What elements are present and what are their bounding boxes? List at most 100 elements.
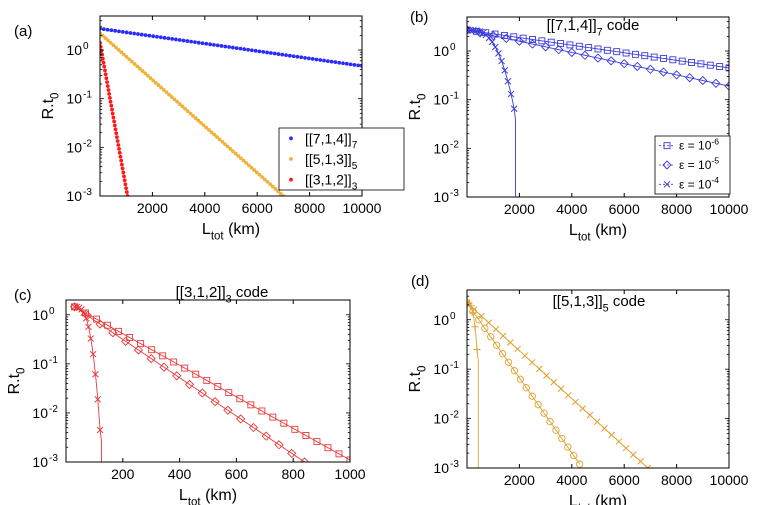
data-point xyxy=(637,458,644,465)
legend-entry-sup: -4 xyxy=(711,175,719,185)
series-line xyxy=(74,306,102,462)
y-tick-base: 10 xyxy=(66,188,82,204)
y-tick-exponent: 0 xyxy=(450,311,456,322)
data-point xyxy=(284,53,288,58)
data-point xyxy=(608,431,615,439)
data-point xyxy=(467,25,472,35)
data-point xyxy=(575,42,583,50)
x-axis-label: Ltot (km) xyxy=(179,487,237,505)
y-tick-label: 10 xyxy=(433,460,449,476)
data-point xyxy=(261,431,271,441)
data-point xyxy=(120,29,125,34)
series-line xyxy=(74,306,305,462)
data-point xyxy=(233,151,238,156)
data-point xyxy=(238,156,243,161)
y-tick-label: 10 xyxy=(433,140,449,156)
data-point xyxy=(306,56,311,61)
data-point xyxy=(103,72,108,77)
data-point xyxy=(110,111,115,116)
data-point xyxy=(622,49,630,57)
y-tick-exponent: -1 xyxy=(83,90,92,101)
data-point xyxy=(89,350,97,358)
legend-marker xyxy=(663,142,671,150)
panel-label: (a) xyxy=(14,23,32,40)
series-line xyxy=(467,29,729,87)
data-point xyxy=(104,76,109,81)
data-point xyxy=(697,60,705,68)
data-point xyxy=(223,44,228,49)
data-point xyxy=(313,438,321,446)
data-point xyxy=(119,158,124,163)
data-point xyxy=(299,457,310,462)
y-tick-base: 10 xyxy=(66,42,82,58)
data-point xyxy=(261,50,266,54)
data-point xyxy=(156,83,161,88)
data-point xyxy=(108,40,113,45)
y-tick-base: 10 xyxy=(433,92,449,108)
data-point xyxy=(181,364,189,372)
data-point xyxy=(112,123,117,128)
y-tick-base: 10 xyxy=(66,91,82,107)
data-point xyxy=(507,90,515,98)
y-tick-label: 10 xyxy=(66,139,82,155)
data-point xyxy=(225,144,230,149)
x-tick-label: 10000 xyxy=(710,201,749,217)
series-line xyxy=(467,29,516,197)
y-axis-label: R.t0 xyxy=(40,93,62,120)
data-point xyxy=(236,414,246,424)
data-point xyxy=(96,426,104,434)
data-point xyxy=(128,31,133,35)
x-axis-label-sub: tot xyxy=(211,231,225,243)
data-point xyxy=(585,44,593,52)
legend-box xyxy=(278,127,405,191)
data-point xyxy=(95,319,105,329)
data-point xyxy=(685,73,695,83)
legend-entry: ε = 10-4 xyxy=(679,175,719,191)
data-point xyxy=(641,52,649,60)
data-point xyxy=(579,405,587,412)
y-tick-exponent: -3 xyxy=(450,459,459,470)
data-point xyxy=(175,99,179,104)
data-point xyxy=(180,104,185,109)
y-tick-label: 10 xyxy=(32,356,48,372)
y-tick-exponent: -2 xyxy=(49,404,58,415)
plot-area xyxy=(467,299,652,468)
data-point xyxy=(113,28,118,33)
data-point xyxy=(145,73,150,78)
data-point xyxy=(295,54,300,59)
data-point xyxy=(143,71,148,76)
x-tick-label: 2000 xyxy=(137,200,168,216)
data-point xyxy=(287,448,297,459)
x-axis-label-main: L xyxy=(179,487,188,504)
data-point xyxy=(280,52,285,57)
x-axis-label-sub: tot xyxy=(578,503,592,505)
y-tick-label: 10 xyxy=(433,361,449,377)
data-point xyxy=(220,139,225,144)
data-point xyxy=(291,54,296,59)
data-point xyxy=(106,38,110,43)
data-point xyxy=(132,62,137,66)
data-point xyxy=(570,451,578,460)
legend-marker xyxy=(289,136,293,141)
data-point xyxy=(159,85,164,90)
data-point xyxy=(471,323,479,331)
data-point xyxy=(499,332,507,340)
data-point xyxy=(475,316,483,324)
y-axis-label-group: R.t0 xyxy=(6,368,28,395)
data-point xyxy=(273,187,278,191)
data-point xyxy=(189,39,194,44)
data-point xyxy=(299,55,304,60)
data-point xyxy=(82,315,90,322)
data-point xyxy=(280,419,288,427)
data-point xyxy=(114,45,118,50)
data-point xyxy=(546,418,554,426)
data-point xyxy=(200,41,205,46)
data-point xyxy=(485,34,493,42)
y-axis-label-group: R.t0 xyxy=(407,366,429,393)
data-point xyxy=(124,190,129,194)
data-point xyxy=(137,340,145,348)
data-point xyxy=(133,345,144,355)
data-point xyxy=(78,305,85,313)
data-point xyxy=(488,38,496,46)
